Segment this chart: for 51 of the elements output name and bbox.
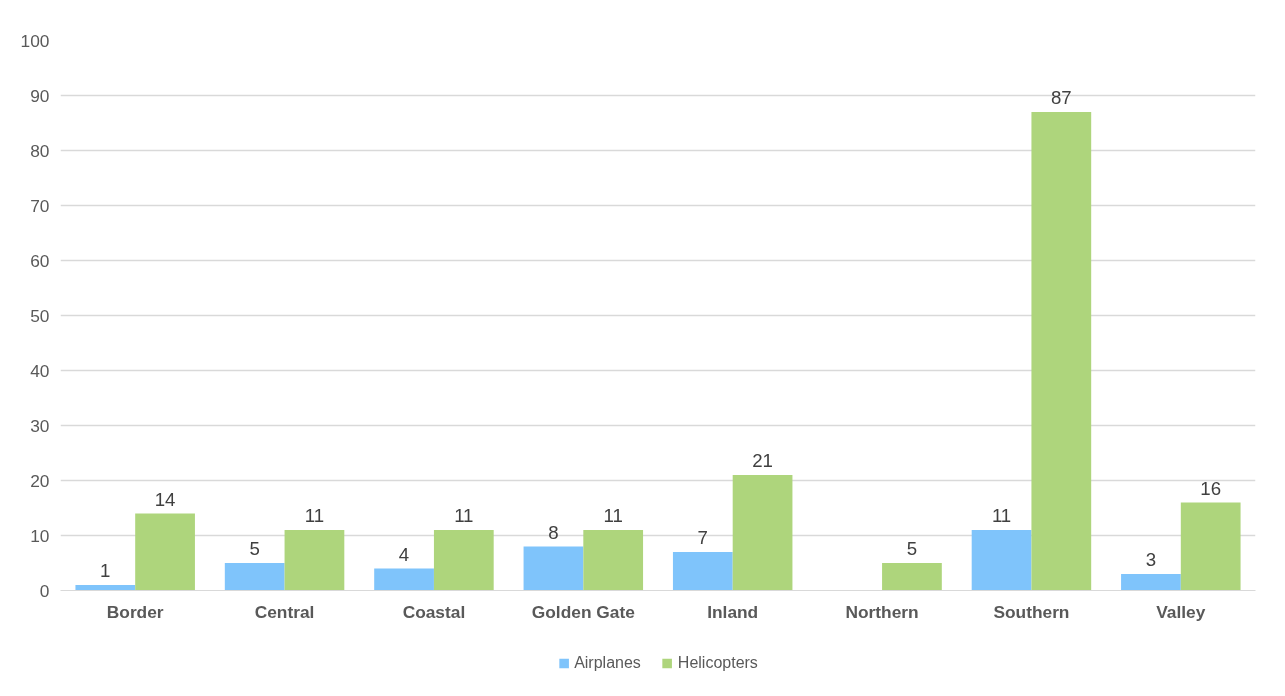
bar [135, 513, 195, 591]
x-tick-label: Southern [993, 601, 1070, 622]
bar [224, 563, 285, 591]
data-label: 5 [249, 538, 260, 559]
data-label: 14 [154, 488, 176, 510]
bar [284, 530, 345, 591]
data-label: 3 [1145, 549, 1157, 570]
legend-label: Airplanes [574, 653, 641, 672]
data-label: 1 [100, 560, 111, 581]
bar [433, 530, 494, 591]
data-label: 21 [752, 450, 773, 471]
bar [523, 546, 584, 591]
data-label: 11 [304, 505, 325, 526]
bar [374, 568, 434, 591]
y-tick-label: 90 [30, 85, 50, 106]
y-tick-label: 10 [30, 525, 50, 546]
bar [1121, 574, 1181, 591]
y-tick-label: 20 [30, 470, 50, 491]
y-tick-label: 70 [30, 195, 50, 216]
y-tick-label: 80 [30, 140, 50, 161]
x-tick-label: Golden Gate [531, 601, 636, 622]
data-label: 11 [454, 505, 474, 526]
bar [672, 552, 733, 591]
data-label: 87 [1050, 87, 1072, 108]
x-tick-label: Border [106, 601, 164, 622]
legend-label: Helicopters [677, 653, 758, 672]
bar [583, 530, 644, 591]
data-label: 11 [991, 505, 1012, 526]
data-label: 7 [697, 527, 709, 548]
bar [1031, 112, 1092, 591]
y-tick-label: 100 [20, 30, 50, 51]
x-tick-label: Central [254, 601, 315, 622]
x-tick-label: Coastal [402, 601, 466, 622]
bar [971, 530, 1032, 591]
data-label: 8 [548, 521, 559, 543]
x-tick-label: Northern [845, 601, 919, 622]
bar [732, 475, 793, 591]
data-label: 11 [603, 505, 623, 526]
bar [75, 585, 136, 591]
y-tick-label: 30 [30, 415, 50, 436]
x-tick-label: Inland [707, 601, 759, 622]
y-tick-label: 0 [39, 580, 50, 601]
bar [882, 563, 942, 591]
x-tick-label: Valley [1156, 601, 1206, 622]
y-tick-label: 60 [30, 250, 50, 271]
bar [1180, 502, 1241, 591]
data-label: 16 [1200, 477, 1222, 499]
y-tick-label: 40 [30, 360, 50, 381]
data-label: 5 [906, 538, 918, 559]
y-tick-label: 50 [30, 305, 50, 326]
data-label: 4 [398, 543, 410, 565]
